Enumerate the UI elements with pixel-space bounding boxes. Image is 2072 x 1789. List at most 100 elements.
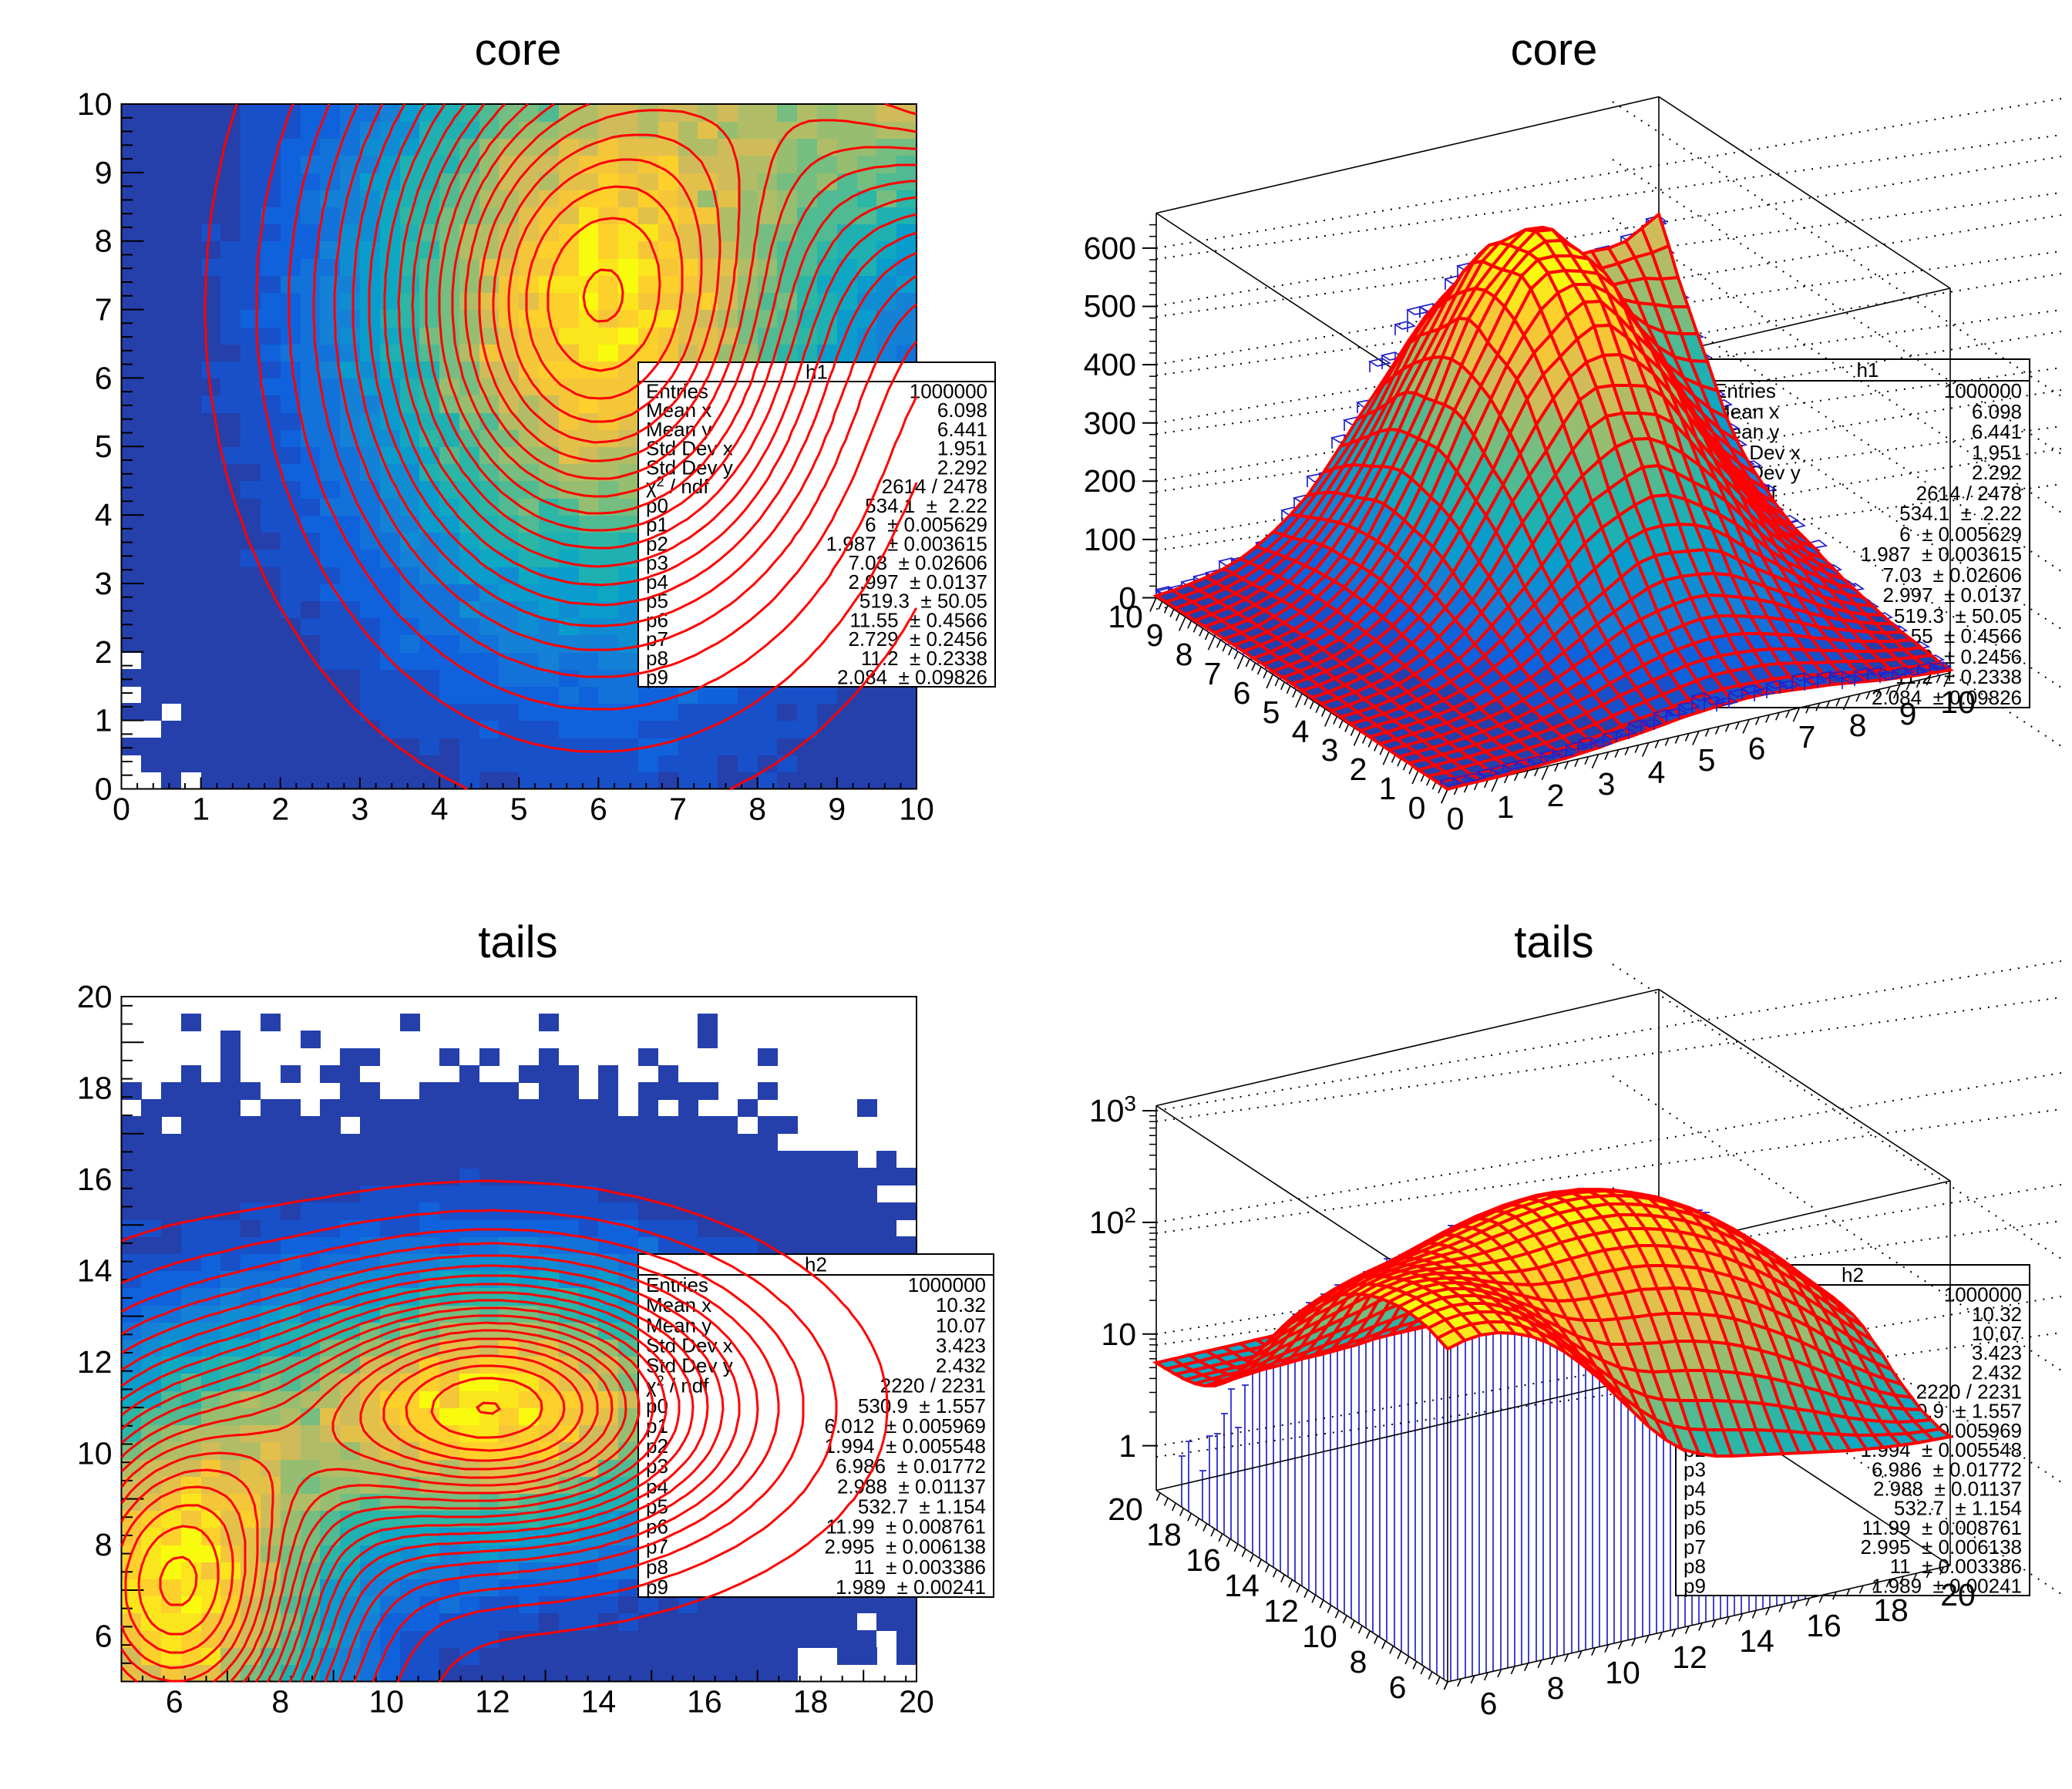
svg-text:14: 14	[581, 1684, 617, 1720]
svg-text:h1: h1	[1857, 358, 1879, 382]
svg-text:p5: p5	[1684, 1497, 1706, 1520]
svg-text:8: 8	[1176, 637, 1193, 672]
svg-text:1: 1	[1379, 771, 1397, 806]
svg-text:1000000: 1000000	[1944, 1283, 2022, 1306]
svg-text:4: 4	[1648, 755, 1666, 790]
svg-text:p4: p4	[1684, 1478, 1706, 1501]
svg-text:Entries: Entries	[1714, 379, 1776, 402]
svg-text:4: 4	[431, 792, 449, 827]
svg-text:8: 8	[95, 224, 113, 259]
svg-text:20: 20	[77, 979, 113, 1014]
svg-text:6: 6	[1233, 675, 1251, 711]
svg-text:20: 20	[1108, 1491, 1143, 1527]
svg-text:6.012 ± 0.005969: 6.012 ± 0.005969	[825, 1414, 986, 1438]
svg-text:10.07: 10.07	[936, 1313, 986, 1337]
svg-text:2: 2	[1547, 778, 1565, 813]
svg-text:16: 16	[687, 1684, 722, 1720]
svg-text:8: 8	[1350, 1644, 1367, 1680]
svg-text:10: 10	[1605, 1655, 1640, 1690]
svg-text:103: 103	[1089, 1091, 1136, 1128]
svg-text:8: 8	[1849, 708, 1867, 743]
svg-text:400: 400	[1084, 347, 1136, 382]
svg-text:6.098: 6.098	[937, 398, 987, 422]
svg-text:3: 3	[95, 566, 113, 601]
svg-text:18: 18	[77, 1071, 113, 1106]
svg-text:6.441: 6.441	[937, 418, 987, 441]
svg-text:9: 9	[95, 155, 113, 190]
svg-text:10: 10	[368, 1684, 404, 1720]
svg-text:1.951: 1.951	[1972, 441, 2022, 464]
svg-text:6: 6	[1748, 731, 1766, 766]
svg-text:6.441: 6.441	[1972, 420, 2022, 443]
svg-text:5: 5	[1698, 742, 1716, 778]
svg-text:2.995 ± 0.006138: 2.995 ± 0.006138	[825, 1535, 986, 1559]
svg-text:16: 16	[1186, 1542, 1221, 1578]
svg-text:10.32: 10.32	[936, 1293, 986, 1317]
svg-text:2.084 ± 0.09826: 2.084 ± 0.09826	[837, 666, 987, 689]
svg-text:p7: p7	[1684, 1535, 1706, 1559]
svg-text:20: 20	[1940, 1577, 1976, 1612]
svg-text:0: 0	[113, 792, 130, 827]
svg-text:2.997 ± 0.0137: 2.997 ± 0.0137	[1882, 583, 2022, 607]
svg-text:p8: p8	[1684, 1555, 1706, 1578]
svg-text:2220 / 2231: 2220 / 2231	[880, 1374, 986, 1397]
svg-text:2.988 ± 0.01137: 2.988 ± 0.01137	[1873, 1478, 2022, 1501]
svg-text:1.989 ± 0.00241: 1.989 ± 0.00241	[836, 1575, 986, 1599]
svg-text:1: 1	[1118, 1428, 1136, 1464]
svg-text:2.292: 2.292	[1972, 461, 2022, 484]
svg-text:3: 3	[1598, 766, 1616, 802]
svg-text:1000000: 1000000	[1944, 379, 2022, 402]
svg-text:3: 3	[351, 792, 368, 827]
svg-text:11.99 ± 0.008761: 11.99 ± 0.008761	[826, 1515, 986, 1538]
svg-text:p9: p9	[1684, 1574, 1706, 1597]
svg-text:h2: h2	[1842, 1263, 1864, 1286]
svg-text:10: 10	[1302, 1619, 1337, 1654]
svg-text:0: 0	[95, 772, 113, 807]
svg-text:10: 10	[77, 86, 113, 122]
svg-text:3: 3	[1321, 732, 1339, 768]
svg-text:16: 16	[1806, 1608, 1842, 1643]
svg-text:3.423: 3.423	[1972, 1341, 2022, 1364]
svg-text:500: 500	[1084, 288, 1136, 324]
svg-text:9: 9	[828, 792, 846, 827]
svg-text:2: 2	[271, 792, 289, 827]
svg-text:0: 0	[1408, 790, 1426, 826]
svg-text:4: 4	[95, 497, 113, 533]
svg-text:p6: p6	[1684, 1516, 1706, 1539]
svg-text:7.03 ± 0.02606: 7.03 ± 0.02606	[848, 551, 987, 574]
svg-text:12: 12	[1672, 1639, 1707, 1675]
svg-text:6: 6	[166, 1684, 183, 1720]
svg-text:1000000: 1000000	[910, 379, 987, 402]
svg-text:16: 16	[77, 1162, 113, 1197]
svg-text:2.292: 2.292	[937, 456, 987, 479]
svg-text:102: 102	[1089, 1203, 1136, 1240]
svg-text:7: 7	[1204, 656, 1222, 691]
svg-text:18: 18	[793, 1684, 829, 1720]
svg-text:0: 0	[1118, 580, 1136, 616]
svg-text:532.7 ± 1.154: 532.7 ± 1.154	[858, 1495, 986, 1518]
svg-text:7: 7	[95, 292, 113, 328]
svg-text:5: 5	[95, 429, 113, 464]
svg-text:14: 14	[1224, 1568, 1260, 1603]
svg-text:6: 6	[95, 360, 113, 395]
svg-text:2.995 ± 0.006138: 2.995 ± 0.006138	[1861, 1535, 2022, 1559]
svg-text:6: 6	[95, 1618, 113, 1653]
svg-text:core: core	[475, 25, 562, 75]
svg-text:1.951: 1.951	[937, 437, 987, 460]
svg-text:100: 100	[1084, 522, 1136, 557]
svg-text:core: core	[1511, 25, 1598, 75]
svg-text:3.423: 3.423	[936, 1333, 986, 1357]
svg-text:1000000: 1000000	[908, 1273, 986, 1296]
svg-text:519.3 ± 50.05: 519.3 ± 50.05	[1894, 604, 2022, 627]
svg-text:6 ± 0.005629: 6 ± 0.005629	[865, 513, 987, 536]
svg-text:2: 2	[95, 634, 113, 670]
svg-text:300: 300	[1084, 405, 1136, 441]
svg-text:2.432: 2.432	[936, 1354, 986, 1377]
svg-text:5: 5	[1263, 694, 1280, 730]
svg-text:11.55 ± 0.4566: 11.55 ± 0.4566	[849, 608, 987, 631]
svg-text:6: 6	[1480, 1686, 1498, 1721]
svg-text:10: 10	[1101, 1317, 1136, 1352]
svg-text:8: 8	[748, 792, 766, 827]
svg-text:6.986 ± 0.01772: 6.986 ± 0.01772	[836, 1454, 986, 1478]
svg-text:0: 0	[1447, 801, 1465, 836]
